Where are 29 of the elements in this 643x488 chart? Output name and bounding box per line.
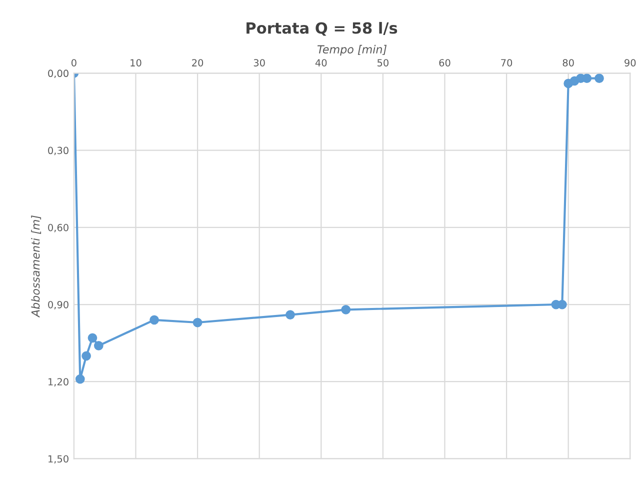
point <box>582 74 592 84</box>
point <box>75 374 85 384</box>
x-tick-label: 10 <box>130 59 142 66</box>
x-tick-label: 70 <box>501 59 512 66</box>
point <box>88 333 98 343</box>
point <box>94 340 104 350</box>
y-tick-label: 0,90 <box>48 300 68 310</box>
point <box>286 310 295 320</box>
point <box>341 304 351 314</box>
point <box>594 74 604 84</box>
x-tick-label: 40 <box>315 59 327 66</box>
x-tick-label: 90 <box>624 59 636 66</box>
x-tick-label: 80 <box>562 59 574 66</box>
x-tick-label: 60 <box>439 59 450 66</box>
x-tick-label: 0 <box>71 59 76 66</box>
x-tick-label: 30 <box>254 59 265 66</box>
y-tick-label: 0,60 <box>48 224 68 232</box>
y-tick-label: 1,20 <box>48 378 68 386</box>
chart-title: Portata Q = 58 l/s <box>246 22 398 36</box>
x-axis-title: Tempo [min] <box>317 44 387 56</box>
x-tick-label: 20 <box>192 59 204 66</box>
y-tick-label: 0,30 <box>48 146 68 156</box>
point <box>82 351 91 361</box>
point <box>150 315 159 325</box>
y-tick-label: 0,00 <box>48 70 68 78</box>
y-tick-label: 1,50 <box>48 455 68 464</box>
x-tick-label: 50 <box>378 59 388 66</box>
point <box>192 318 202 328</box>
y-axis-title: Abbossamenti [m] <box>31 215 42 318</box>
